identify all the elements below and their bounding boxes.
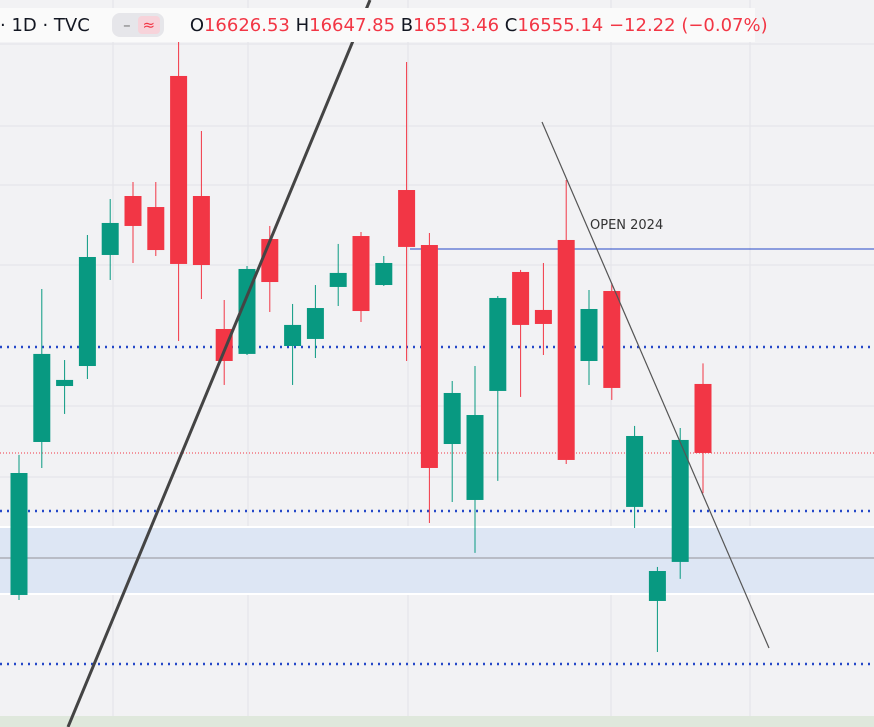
value: 16626.53 (203, 14, 290, 36)
body (10, 473, 28, 595)
body (626, 435, 644, 507)
annotation: OPEN 2024 (590, 218, 663, 233)
body (443, 392, 461, 445)
trend-line (66, 0, 372, 727)
body (170, 75, 188, 264)
body (534, 309, 552, 324)
body (375, 262, 393, 286)
body (420, 245, 438, 468)
value: 16647.85 (309, 14, 396, 36)
zone (0, 527, 874, 594)
label: B (400, 14, 414, 36)
body (78, 256, 96, 367)
bottom-zone (0, 716, 874, 727)
change-percent: (−0.07%) (681, 14, 768, 36)
body (603, 291, 621, 388)
body (329, 272, 347, 287)
body (306, 308, 324, 339)
value: 16513.46 (413, 14, 500, 36)
change: −12.22 (608, 14, 676, 36)
body (284, 324, 302, 347)
body (671, 439, 689, 562)
trend-line (541, 121, 770, 649)
body (101, 222, 119, 255)
legend: · 1D · TVC – ≈ O 16626.53 H 16647.85 B 16513… (0, 8, 768, 42)
candles (10, 40, 712, 652)
body (33, 353, 51, 442)
body (580, 308, 598, 361)
body (648, 571, 666, 601)
body (56, 379, 74, 387)
body (261, 239, 279, 283)
body (124, 196, 142, 226)
label: C (504, 14, 518, 36)
body (557, 239, 575, 460)
body (192, 196, 210, 266)
body (489, 297, 507, 391)
icons[interactable]: – ≈ (111, 13, 164, 37)
body (352, 236, 370, 312)
value: 16555.14 (517, 14, 604, 36)
label: H (295, 14, 310, 36)
body (238, 268, 256, 354)
label: O (189, 14, 204, 36)
levels (0, 345, 874, 666)
body (694, 383, 712, 453)
body (147, 207, 165, 251)
body (466, 415, 484, 500)
symbol: · 1D · TVC (0, 14, 90, 36)
body (512, 271, 530, 325)
body (398, 190, 416, 247)
